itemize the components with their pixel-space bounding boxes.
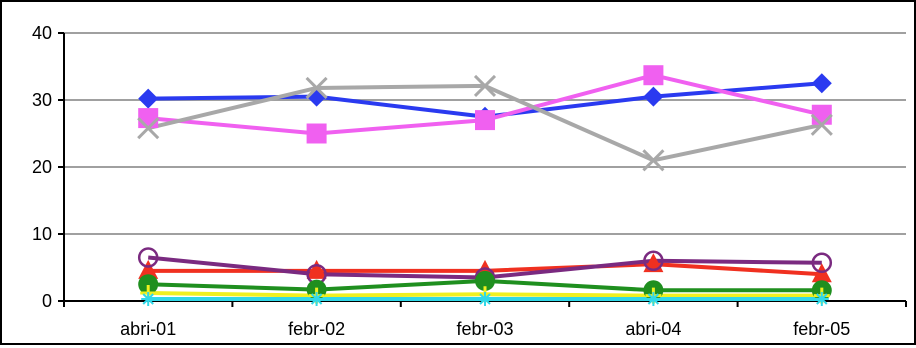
series-7-point-2 <box>478 291 492 306</box>
y-tick-label-1: 10 <box>32 224 52 244</box>
series-1-point-3 <box>643 65 664 86</box>
series-7-point-1 <box>309 291 324 306</box>
series-4-point-4 <box>811 252 833 274</box>
x-tick-label-2: febr-03 <box>456 319 513 339</box>
series-1-point-0 <box>138 108 159 129</box>
series-2-point-0 <box>137 117 160 140</box>
series-3-point-0 <box>138 259 159 279</box>
x-tick-label-0: abri-01 <box>120 319 176 339</box>
x-tick-label-1: febr-02 <box>288 319 345 339</box>
series-0-point-4 <box>811 73 832 94</box>
series-4-point-3 <box>643 250 664 272</box>
series-3-point-1 <box>306 259 327 279</box>
line-chart: 0 10 20 30 40 abri-01 febr-02 febr-03 abri-04 feb… <box>32 23 907 339</box>
y-tick-label-3: 30 <box>32 90 52 110</box>
series-5-point-0 <box>138 274 159 295</box>
series-1-point-2 <box>475 110 495 131</box>
x-tick-label-4: febr-05 <box>793 319 850 339</box>
series-2-point-3 <box>642 149 665 172</box>
series-2-point-2 <box>473 74 497 97</box>
y-tick-label-0: 0 <box>42 291 52 311</box>
series-4-point-0 <box>137 247 159 268</box>
y-tick-label-2: 20 <box>32 157 52 177</box>
y-tick-label-4: 40 <box>32 23 52 43</box>
series-7-point-0 <box>141 291 156 306</box>
series-0-point-0 <box>138 88 159 109</box>
series-5-point-2 <box>475 270 495 291</box>
series-1-point-4 <box>811 104 832 125</box>
x-tick-label-3: abri-04 <box>625 319 681 339</box>
series-2-point-1 <box>305 76 328 100</box>
series-0-point-3 <box>643 86 664 107</box>
series-7-point-4 <box>814 291 829 306</box>
series-7-point-3 <box>646 291 661 306</box>
series-2-point-4 <box>810 113 833 136</box>
series-1-point-1 <box>306 123 327 144</box>
